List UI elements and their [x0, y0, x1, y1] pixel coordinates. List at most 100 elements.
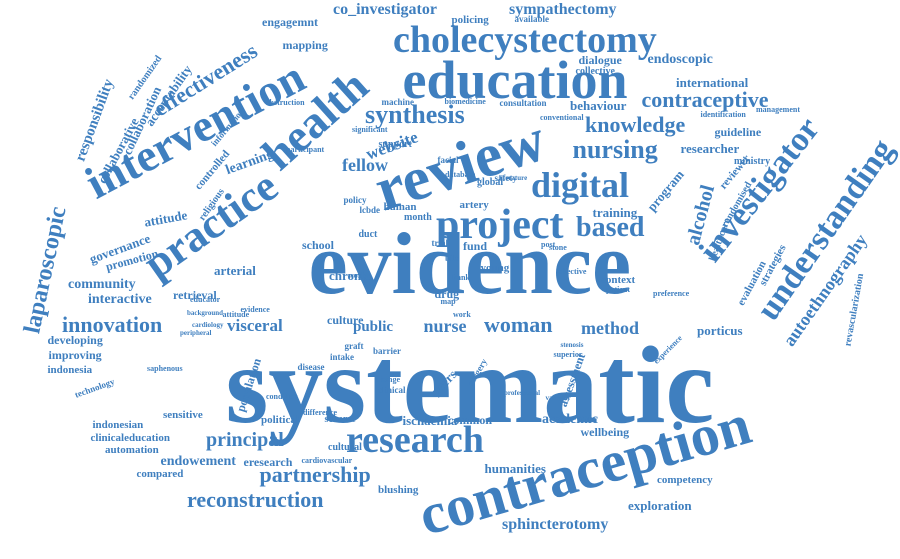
cloud-word: professional	[504, 388, 541, 397]
cloud-word: safety	[494, 172, 518, 183]
cloud-word: intake	[330, 351, 355, 362]
cloud-word: public	[353, 318, 394, 335]
cloud-word: bile	[445, 252, 460, 263]
cloud-word: endowement	[160, 454, 236, 469]
cloud-word: synthesis	[365, 100, 465, 129]
cloud-word: sphincterotomy	[502, 516, 609, 533]
cloud-word: nurse	[423, 316, 467, 336]
cloud-word: engagemnt	[262, 15, 318, 29]
cloud-word: trial	[431, 237, 449, 248]
cloud-word: indonesian	[92, 418, 144, 431]
cloud-word: month	[404, 212, 432, 223]
cloud-word: difference	[303, 408, 338, 417]
cloud-word: management	[756, 105, 800, 114]
cloud-word: educator	[190, 295, 221, 304]
cloud-word: evidence	[308, 216, 632, 313]
cloud-word: stenosis	[560, 340, 584, 349]
cloud-word: training	[592, 204, 638, 220]
cloud-word: context	[601, 273, 636, 286]
cloud-word: scheme	[324, 414, 356, 425]
cloud-word: young	[480, 261, 510, 274]
cloud-word: researcher	[680, 140, 740, 156]
cloud-word: human	[383, 200, 417, 213]
cloud-word: database	[445, 170, 476, 179]
cloud-word: method	[581, 318, 639, 338]
cloud-word: knowledge	[585, 112, 686, 137]
cloud-word: drug	[434, 287, 460, 301]
cloud-word: obstruction	[265, 98, 305, 107]
cloud-word: interactive	[88, 292, 152, 307]
cloud-word: compared	[136, 467, 184, 480]
cloud-word: post	[541, 240, 556, 249]
cloud-word: woman	[484, 312, 553, 337]
cloud-word: common	[448, 413, 492, 427]
cloud-word: sympathectomy	[509, 1, 617, 18]
cloud-word: cardiology	[192, 320, 224, 329]
cloud-word: effective	[558, 267, 587, 276]
cloud-word: fund	[463, 239, 488, 253]
cloud-word: visceral	[227, 315, 283, 335]
cloud-word: identification	[700, 110, 746, 119]
cloud-word: school	[302, 238, 335, 252]
cloud-word: dialogue	[578, 53, 622, 67]
cloud-word: collective	[575, 66, 615, 77]
cloud-word: bank	[452, 273, 470, 282]
cloud-word: reconstruction	[187, 487, 324, 512]
cloud-word: retrieval	[173, 288, 217, 302]
cloud-word: global	[477, 177, 504, 188]
cloud-word: co_investigator	[333, 1, 437, 18]
cloud-word: saphenous	[147, 364, 183, 373]
cloud-word: blushing	[378, 483, 419, 496]
cloud-word: ministry	[734, 156, 771, 167]
cloud-word: patient	[606, 285, 630, 294]
cloud-word: technology	[73, 375, 116, 400]
cloud-word: available	[514, 13, 550, 24]
cloud-word: competency	[657, 473, 713, 486]
cloud-word: nursing	[572, 135, 658, 164]
cloud-word: digital	[531, 165, 630, 205]
cloud-word: based	[576, 212, 645, 243]
cloud-word: revascularization	[842, 272, 867, 348]
cloud-word: improving	[48, 348, 102, 362]
cloud-word: cultural	[328, 442, 362, 453]
cloud-word: endoscopic	[647, 52, 713, 67]
cloud-word: research	[346, 419, 484, 461]
cloud-word: contraceptive	[641, 87, 769, 112]
cloud-word: conventional	[540, 113, 584, 122]
cloud-word: work	[453, 310, 471, 319]
cloud-word: preference	[653, 289, 690, 298]
cloud-word: cholecystectomy	[393, 19, 657, 61]
cloud-word: literature	[499, 173, 528, 182]
cloud-word: artery	[459, 198, 489, 211]
cloud-word: innovation	[62, 312, 163, 337]
cloud-word: arterial	[214, 262, 256, 278]
cloud-word: peripheral	[180, 328, 212, 337]
cloud-word: political	[261, 413, 299, 426]
cloud-word: guideline	[714, 125, 762, 139]
cloud-word: mapping	[282, 38, 328, 52]
cloud-word: support	[378, 139, 412, 150]
cloud-word: attitude	[222, 310, 250, 319]
cloud-word: academic	[542, 412, 598, 427]
cloud-word: map	[440, 297, 456, 306]
cloud-word: participant	[286, 145, 325, 154]
cloud-word: community	[68, 277, 136, 292]
cloud-word: barrier	[373, 345, 401, 356]
cloud-word: principal	[206, 429, 284, 451]
cloud-word: indonesia	[47, 363, 93, 376]
cloud-word: vascular	[545, 393, 571, 402]
cloud-word: wellbeing	[580, 425, 630, 439]
cloud-word: clinical	[378, 384, 406, 395]
cloud-word: evidence	[240, 305, 270, 314]
cloud-word: superior	[553, 350, 583, 359]
cloud-word: porticus	[697, 322, 743, 338]
cloud-word: graft	[344, 340, 364, 351]
cloud-word: cardiovascular	[301, 456, 353, 465]
cloud-word: humanities	[484, 460, 546, 476]
cloud-word: background	[187, 308, 224, 317]
cloud-word: disease	[297, 361, 325, 372]
cloud-word: policing	[451, 13, 489, 26]
cloud-word: automation	[105, 443, 159, 456]
cloud-word: behaviour	[570, 97, 627, 113]
